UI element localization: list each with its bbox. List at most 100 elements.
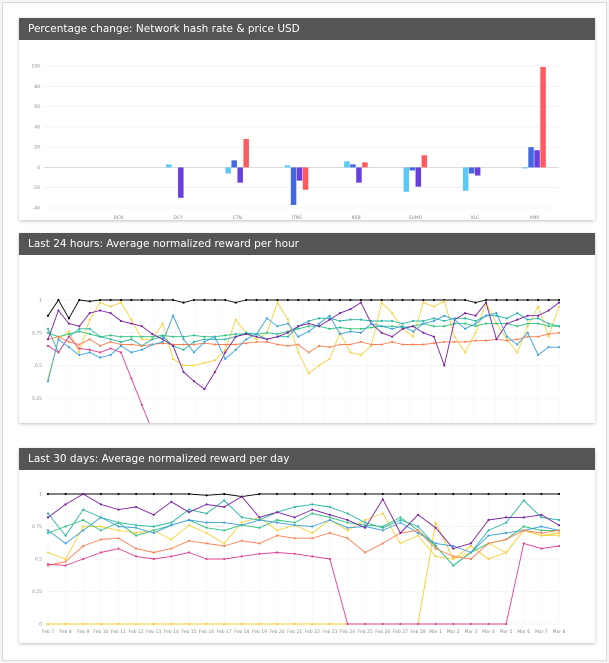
- data-point: [187, 511, 191, 514]
- data-point: [399, 521, 402, 524]
- data-point: [223, 499, 226, 502]
- data-point: [328, 518, 332, 522]
- data-point: [547, 298, 550, 302]
- data-point: [99, 529, 102, 532]
- data-point: [187, 508, 191, 511]
- data-point: [416, 531, 420, 535]
- data-point: [349, 343, 352, 346]
- data-point: [505, 298, 508, 302]
- data-point: [469, 551, 472, 554]
- data-point: [516, 343, 519, 346]
- bar: [302, 167, 309, 190]
- data-point: [117, 529, 120, 532]
- data-point: [505, 317, 508, 320]
- x-tick-label: Feb 16: [199, 629, 214, 635]
- data-point: [346, 512, 349, 515]
- data-point: [135, 526, 138, 529]
- data-point: [205, 526, 208, 529]
- data-point: [119, 298, 123, 302]
- data-point: [380, 325, 383, 328]
- x-tick-label: Feb 26: [375, 629, 390, 635]
- data-point: [381, 498, 384, 501]
- data-point: [328, 622, 332, 626]
- data-point: [170, 555, 173, 558]
- data-point: [223, 492, 226, 496]
- y-tick-label: 0: [39, 622, 42, 628]
- data-point: [99, 622, 102, 626]
- data-point: [46, 551, 50, 554]
- data-point: [311, 525, 314, 528]
- data-point: [152, 557, 155, 561]
- data-point: [117, 525, 120, 528]
- data-point: [135, 524, 138, 527]
- data-point: [140, 338, 143, 341]
- data-point: [205, 512, 208, 515]
- data-point: [416, 534, 420, 537]
- data-point: [258, 622, 261, 626]
- data-point: [434, 544, 437, 548]
- data-point: [401, 322, 404, 325]
- data-point: [82, 508, 85, 511]
- data-point: [135, 555, 138, 558]
- y-tick-label: 40: [34, 124, 40, 130]
- data-point: [557, 305, 561, 308]
- data-point: [432, 342, 435, 345]
- data-point: [182, 348, 185, 351]
- data-point: [484, 298, 488, 302]
- data-point: [432, 298, 435, 302]
- data-point: [57, 335, 60, 338]
- data-point: [224, 338, 227, 341]
- data-point: [46, 563, 50, 566]
- data-point: [434, 547, 437, 550]
- data-point: [416, 529, 420, 532]
- data-point: [258, 518, 261, 522]
- data-point: [537, 317, 540, 320]
- bar: [296, 167, 303, 181]
- data-point: [213, 298, 216, 302]
- data-point: [135, 534, 138, 537]
- series-line: [47, 302, 560, 390]
- data-point: [64, 503, 67, 506]
- data-point: [399, 542, 402, 545]
- data-point: [307, 351, 310, 354]
- data-point: [223, 529, 226, 532]
- data-point: [399, 518, 402, 522]
- data-point: [495, 338, 498, 341]
- x-tick-label: Feb 21: [287, 629, 302, 635]
- data-point: [416, 525, 420, 528]
- data-point: [469, 622, 472, 626]
- data-point: [275, 492, 279, 496]
- bar: [409, 167, 416, 171]
- data-point: [258, 526, 261, 529]
- data-point: [130, 322, 133, 325]
- data-point: [338, 312, 342, 315]
- bar: [178, 167, 184, 198]
- data-point: [46, 516, 50, 519]
- data-point: [275, 518, 279, 522]
- data-point: [311, 555, 314, 558]
- y-tick-label: 100: [31, 64, 40, 70]
- data-point: [487, 492, 490, 496]
- x-tick-label: BCN: [114, 215, 124, 220]
- data-point: [286, 344, 289, 347]
- data-point: [401, 327, 404, 330]
- bar: [344, 161, 350, 168]
- y-tick-label: 0: [37, 165, 40, 171]
- data-point: [311, 622, 314, 626]
- data-point: [223, 622, 226, 626]
- data-point: [505, 322, 508, 325]
- data-point: [381, 542, 384, 545]
- data-point: [78, 351, 81, 354]
- y-tick-label: 0.25: [32, 589, 42, 595]
- data-point: [234, 343, 237, 346]
- x-tick-label: Feb 14: [164, 629, 179, 635]
- bar: [243, 139, 249, 168]
- data-point: [151, 338, 154, 341]
- hash-rate-price-panel: Percentage change: Network hash rate & p…: [19, 18, 595, 220]
- series-line: [48, 493, 559, 498]
- x-tick-label: Feb 13: [146, 629, 161, 635]
- data-point: [255, 338, 258, 341]
- data-point: [474, 314, 477, 317]
- data-point: [557, 518, 561, 522]
